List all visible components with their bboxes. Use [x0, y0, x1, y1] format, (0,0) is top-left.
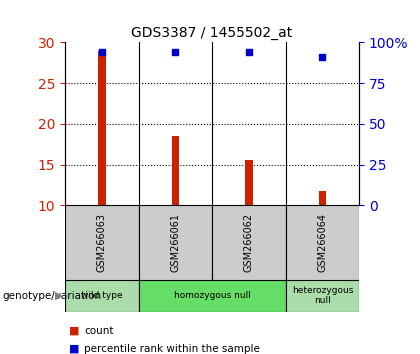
Title: GDS3387 / 1455502_at: GDS3387 / 1455502_at [131, 26, 293, 40]
Point [319, 54, 326, 60]
Text: GSM266064: GSM266064 [318, 213, 327, 272]
Bar [139, 205, 212, 280]
Text: heterozygous
null: heterozygous null [291, 286, 353, 305]
Text: ▶: ▶ [55, 291, 63, 301]
Bar [319, 192, 326, 205]
Bar [98, 51, 105, 205]
Bar [139, 280, 286, 312]
Text: ■: ■ [69, 344, 80, 354]
Point [98, 50, 105, 55]
Bar [172, 136, 179, 205]
Bar [212, 205, 286, 280]
Point [245, 50, 252, 55]
Text: homozygous null: homozygous null [173, 291, 251, 300]
Bar [65, 205, 139, 280]
Text: GSM266061: GSM266061 [171, 213, 180, 272]
Bar [286, 280, 359, 312]
Text: ■: ■ [69, 326, 80, 336]
Point [172, 50, 179, 55]
Text: GSM266062: GSM266062 [244, 213, 254, 272]
Bar [286, 205, 359, 280]
Text: wild type: wild type [81, 291, 123, 300]
Text: genotype/variation: genotype/variation [2, 291, 101, 301]
Text: percentile rank within the sample: percentile rank within the sample [84, 344, 260, 354]
Bar [65, 280, 139, 312]
Text: count: count [84, 326, 113, 336]
Text: GSM266063: GSM266063 [97, 213, 107, 272]
Bar [245, 160, 252, 205]
